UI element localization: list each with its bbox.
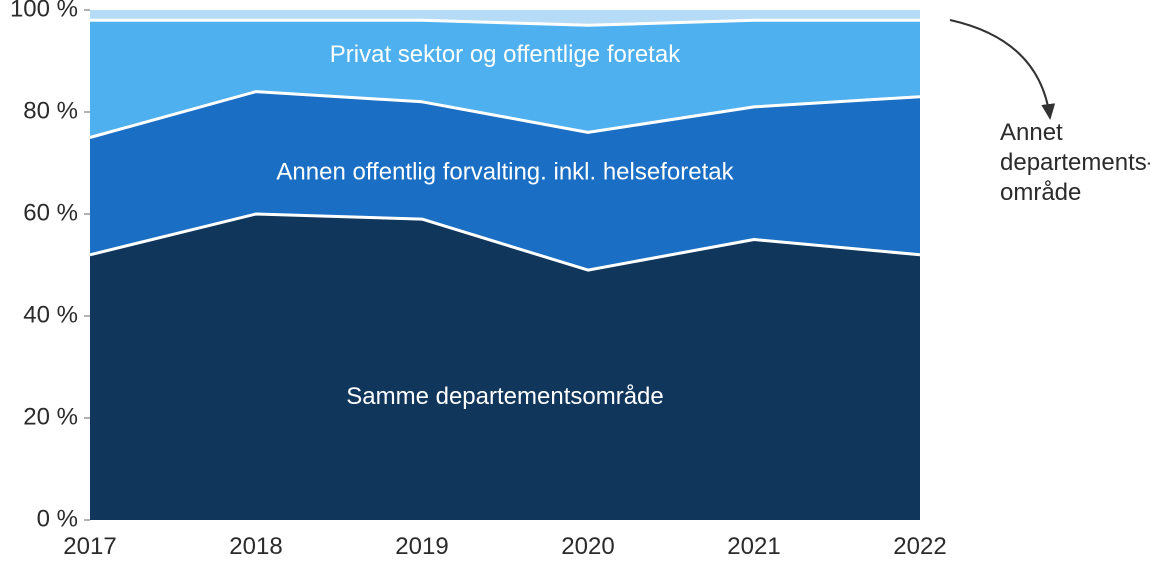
x-tick-label: 2021 bbox=[727, 533, 780, 560]
series-label-privat: Privat sektor og offentlige foretak bbox=[330, 41, 681, 68]
y-tick-label: 0 % bbox=[37, 505, 78, 532]
x-tick-label: 2017 bbox=[63, 533, 116, 560]
callout-arrow bbox=[950, 20, 1050, 118]
y-tick-label: 80 % bbox=[23, 97, 78, 124]
y-tick-label: 100 % bbox=[10, 0, 78, 22]
stacked-area-chart: 0 % 20 % 40 % 60 % 80 % 100 % 2017 2018 2019 2020… bbox=[0, 0, 1150, 586]
y-tick-label: 20 % bbox=[23, 403, 78, 430]
y-tick-label: 60 % bbox=[23, 199, 78, 226]
x-tick-label: 2022 bbox=[893, 533, 946, 560]
callout-label: Annetdepartements-område bbox=[1000, 119, 1150, 206]
y-tick-label: 40 % bbox=[23, 301, 78, 328]
chart-svg: 0 % 20 % 40 % 60 % 80 % 100 % 2017 2018 2019 2020… bbox=[0, 0, 1150, 586]
series-label-annen_off: Annen offentlig forvalting. inkl. helsef… bbox=[276, 159, 734, 186]
area-samme bbox=[90, 214, 920, 520]
x-tick-label: 2020 bbox=[561, 533, 614, 560]
x-tick-label: 2018 bbox=[229, 533, 282, 560]
series-label-samme: Samme departementsområde bbox=[346, 383, 663, 410]
x-tick-label: 2019 bbox=[395, 533, 448, 560]
